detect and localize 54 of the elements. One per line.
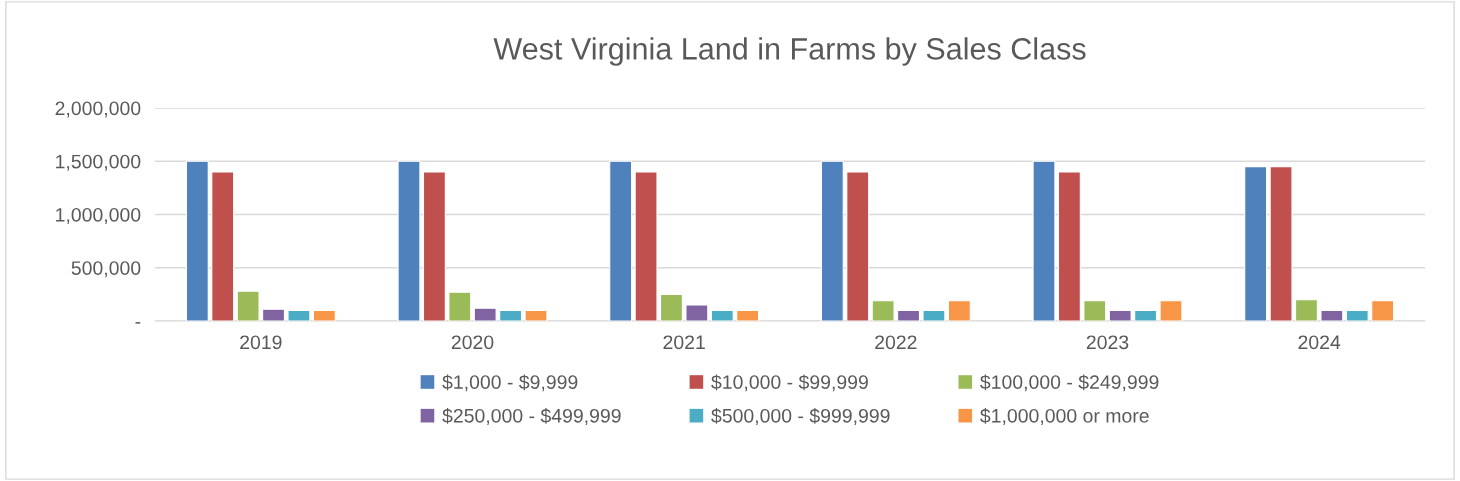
bar [1083, 300, 1107, 321]
bar [609, 160, 633, 321]
bar [1294, 299, 1318, 321]
x-tick-label: 2019 [240, 335, 282, 350]
bar [287, 309, 311, 321]
bar [397, 160, 421, 321]
bar [262, 308, 286, 321]
bar [211, 171, 235, 321]
bar [448, 291, 472, 321]
bar [710, 309, 734, 321]
bar [1032, 160, 1056, 321]
bar [820, 160, 844, 321]
bar [185, 160, 209, 321]
x-tick-label: 2022 [875, 335, 917, 350]
bar [1244, 166, 1268, 321]
bar [473, 307, 497, 321]
bar [1159, 300, 1183, 321]
x-tick-label: 2024 [1298, 335, 1341, 350]
bar [685, 304, 709, 321]
x-tick-label: 2021 [663, 335, 705, 350]
y-tick-label: 1,000,000 [56, 207, 141, 225]
legend-label: $1,000 - $9,999 [442, 374, 578, 392]
bar [659, 293, 683, 321]
legend-label: $1,000,000 or more [980, 408, 1149, 425]
bar [1320, 309, 1344, 321]
legend-label: $250,000 - $499,999 [442, 408, 621, 425]
y-tick-label: - [135, 322, 141, 324]
bar [524, 309, 548, 321]
y-tick-label: 2,000,000 [55, 101, 141, 118]
y-tick-label: 1,500,000 [56, 154, 141, 171]
legend-label: $100,000 - $249,999 [980, 374, 1159, 392]
bar [1134, 309, 1158, 321]
bar [312, 309, 336, 321]
bar [846, 171, 870, 321]
bar [499, 309, 523, 321]
bar [947, 300, 971, 321]
bar [1371, 300, 1395, 321]
chart-title: West Virginia Land in Farms by Sales Class [493, 37, 1086, 66]
bar [736, 309, 760, 321]
legend-label: $500,000 - $999,999 [711, 408, 890, 425]
bar [236, 290, 260, 321]
bar [1057, 171, 1081, 321]
bar [1269, 166, 1293, 321]
bar [422, 171, 446, 321]
x-tick-label: 2023 [1086, 335, 1129, 350]
bar [871, 300, 895, 321]
bar [1108, 309, 1132, 321]
legend-label: $10,000 - $99,999 [711, 374, 868, 392]
y-tick-label: 500,000 [71, 261, 141, 278]
bar [897, 309, 921, 321]
x-tick-label: 2020 [451, 335, 494, 350]
bar [1345, 309, 1369, 321]
bar [922, 309, 946, 321]
bar [634, 171, 658, 321]
